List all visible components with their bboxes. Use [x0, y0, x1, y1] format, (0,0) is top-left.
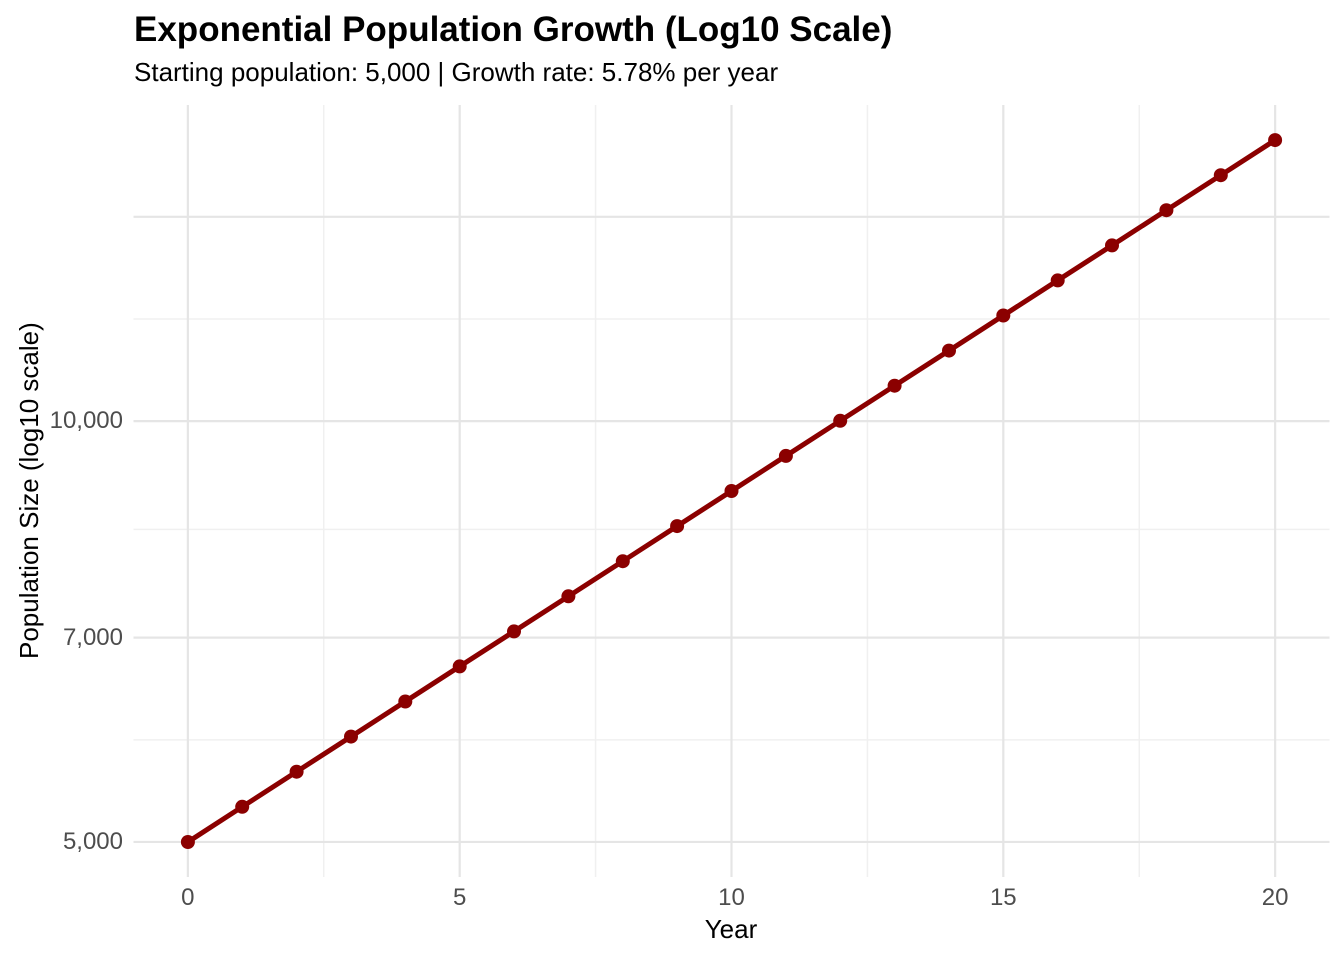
- data-point: [398, 694, 413, 709]
- y-tick-label: 10,000: [49, 407, 123, 435]
- data-point: [235, 799, 250, 814]
- data-point: [670, 519, 685, 534]
- data-point: [344, 729, 358, 744]
- data-point: [615, 554, 630, 569]
- y-tick-label: 7,000: [62, 623, 123, 651]
- data-point: [942, 343, 956, 358]
- x-tick-label: 15: [989, 884, 1017, 911]
- data-point: [996, 308, 1011, 323]
- data-point: [1213, 168, 1228, 183]
- data-point: [833, 413, 848, 428]
- y-tick-label: 5,000: [62, 827, 123, 855]
- x-tick-label: 5: [452, 884, 467, 911]
- chart-title: Exponential Population Growth (Log10 Sca…: [134, 10, 893, 49]
- data-point: [561, 589, 576, 604]
- data-point: [289, 764, 304, 779]
- data-point: [724, 484, 739, 498]
- data-point: [1159, 203, 1174, 218]
- data-point: [452, 659, 467, 674]
- chart-subtitle: Starting population: 5,000 | Growth rate…: [134, 57, 779, 87]
- x-tick-label: 10: [718, 884, 745, 911]
- data-point: [778, 448, 793, 463]
- data-point: [180, 835, 195, 849]
- data-point: [887, 378, 902, 393]
- x-tick-label: 0: [181, 884, 195, 911]
- x-tick-label: 20: [1261, 884, 1289, 911]
- data-point: [1105, 238, 1119, 253]
- data-point: [1050, 273, 1065, 288]
- data-point: [507, 624, 521, 639]
- x-axis-title: Year: [704, 914, 758, 944]
- data-point: [1268, 133, 1283, 148]
